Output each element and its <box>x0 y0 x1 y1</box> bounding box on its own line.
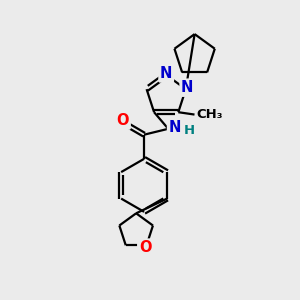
Text: N: N <box>181 80 194 95</box>
Text: CH₃: CH₃ <box>196 108 223 121</box>
Text: O: O <box>117 113 129 128</box>
Text: O: O <box>139 240 151 255</box>
Text: N: N <box>160 66 172 81</box>
Text: N: N <box>169 120 181 135</box>
Text: H: H <box>184 124 195 137</box>
